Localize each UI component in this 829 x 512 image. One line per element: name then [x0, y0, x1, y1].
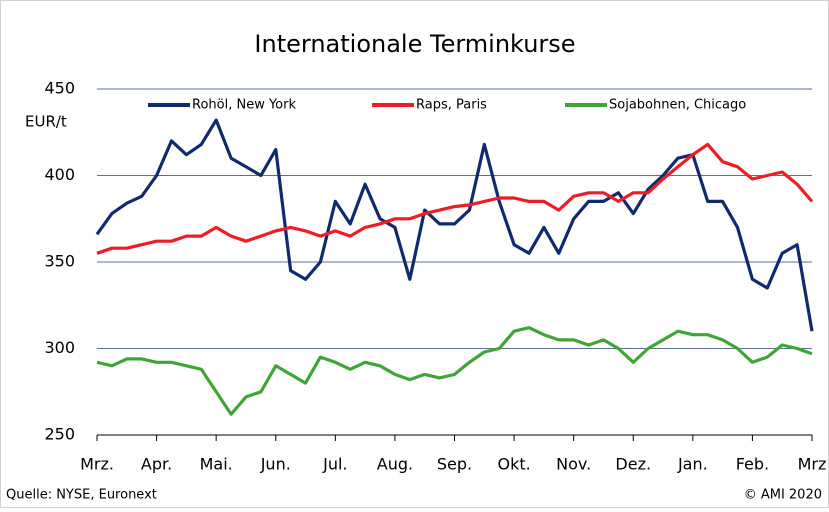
- x-tick-label: Mrz: [798, 455, 827, 474]
- legend-label: Sojabohnen, Chicago: [609, 98, 746, 113]
- y-tick-label: 450: [44, 79, 75, 98]
- copyright: © AMI 2020: [744, 488, 822, 503]
- y-tick-label: 300: [44, 338, 75, 357]
- x-tick-label: Jun.: [260, 455, 291, 474]
- y-axis-label: EUR/t: [25, 113, 67, 131]
- legend-label: Rohöl, New York: [192, 98, 296, 113]
- y-tick-label: 400: [44, 165, 75, 184]
- series-line: [96, 326, 813, 416]
- source: Quelle: NYSE, Euronext: [6, 488, 157, 503]
- x-tick-label: Mrz.: [80, 455, 114, 474]
- x-tick-label: Aug.: [377, 455, 413, 474]
- y-tick-label: 250: [44, 425, 75, 444]
- x-tick-label: Mai.: [200, 455, 233, 474]
- series-line: [96, 142, 814, 255]
- chart-title: Internationale Terminkurse: [254, 30, 575, 58]
- x-tick-label: Okt.: [497, 455, 530, 474]
- x-tick-label: Nov.: [556, 455, 591, 474]
- y-tick-label: 350: [44, 252, 75, 271]
- x-tick-label: Feb.: [736, 455, 769, 474]
- x-tick-label: Sep.: [437, 455, 472, 474]
- x-tick-label: Apr.: [141, 455, 172, 474]
- x-tick-label: Dez.: [615, 455, 651, 474]
- x-tick-label: Jul.: [322, 455, 347, 474]
- legend-label: Raps, Paris: [416, 98, 487, 113]
- x-tick-label: Jan.: [677, 455, 708, 474]
